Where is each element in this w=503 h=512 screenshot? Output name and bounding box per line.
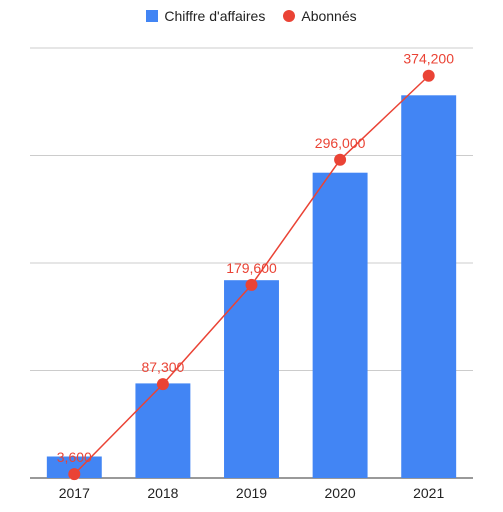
data-label: 374,200 [403, 51, 454, 67]
data-label: 179,600 [226, 260, 277, 276]
line-point [334, 153, 347, 166]
line-point [245, 278, 258, 291]
bar [224, 280, 279, 478]
line-point [422, 69, 435, 82]
line-point [156, 378, 169, 391]
bar [312, 172, 368, 478]
legend-swatch-subscribers [283, 10, 296, 22]
legend-item-subscribers[interactable]: Abonnés [283, 8, 357, 24]
bar [135, 383, 191, 478]
data-label: 3,600 [57, 449, 92, 465]
x-tick-label: 2019 [236, 485, 267, 501]
legend-label-subscribers: Abonnés [301, 8, 357, 24]
line-point [68, 468, 81, 481]
bar [46, 456, 102, 478]
legend-label-revenue: Chiffre d'affaires [164, 8, 266, 24]
x-tick-label: 2021 [413, 485, 444, 501]
legend: Chiffre d'affaires Abonnés [0, 6, 503, 26]
bar [401, 95, 457, 479]
legend-swatch-revenue [146, 10, 159, 22]
legend-item-revenue[interactable]: Chiffre d'affaires [146, 8, 265, 24]
x-tick-label: 2017 [59, 485, 90, 501]
x-tick-label: 2020 [325, 485, 356, 501]
x-tick-label: 2018 [147, 485, 178, 501]
data-label: 296,000 [315, 135, 366, 151]
data-label: 87,300 [141, 359, 184, 375]
